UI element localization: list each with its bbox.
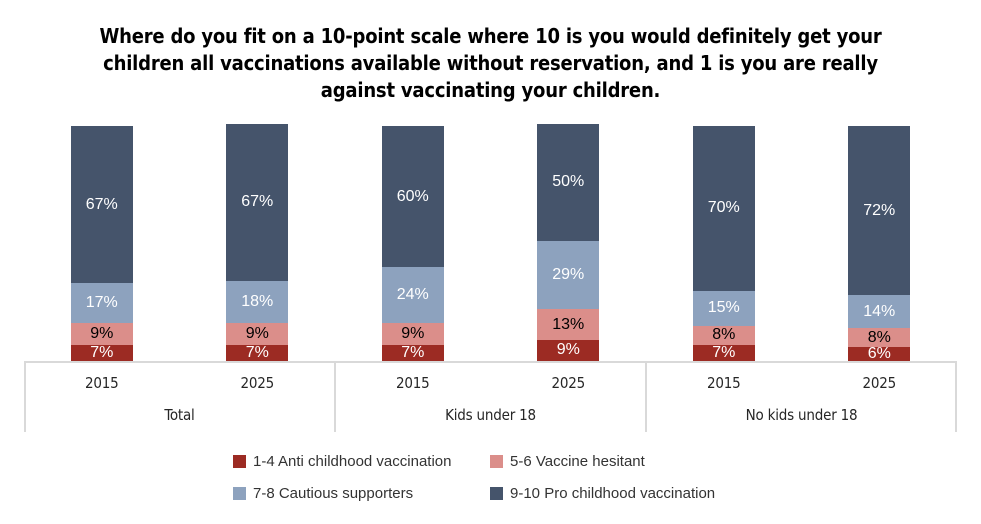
x-axis-year-label: 2015 xyxy=(84,374,119,392)
stacked-bar: 9% 13% 29% 50% xyxy=(537,123,600,361)
x-axis-group-label: Kids under 18 xyxy=(445,406,536,424)
bar-segment-label: 13% xyxy=(552,315,585,333)
bar-slot: 7% 8% 15% 70% xyxy=(646,100,802,361)
bar-segment-label: 29% xyxy=(552,266,585,284)
x-axis-year-label: 2025 xyxy=(240,374,275,392)
bar-segment: 60% xyxy=(381,126,444,268)
x-axis-year-label: 2025 xyxy=(551,374,586,392)
bar-segment-label: 9% xyxy=(556,341,580,359)
bar-segment-label: 7% xyxy=(245,343,269,361)
bar-segment: 13% xyxy=(537,309,600,340)
axis-table-divider xyxy=(955,361,957,432)
bar-segment: 7% xyxy=(381,343,444,361)
x-axis-year-label: 2015 xyxy=(706,374,741,392)
legend-label: 9-10 Pro childhood vaccination xyxy=(510,485,716,502)
bar-segment: 67% xyxy=(70,126,133,284)
bar-segment: 18% xyxy=(226,281,289,324)
legend-label: 5-6 Vaccine hesitant xyxy=(510,453,645,470)
bar-segment: 14% xyxy=(848,295,911,329)
bar-slot: 7% 9% 18% 67% xyxy=(180,100,336,361)
chart-title-line: Where do you fit on a 10-point scale whe… xyxy=(99,24,882,48)
x-axis-year-row: 2015 2025 2015 2025 2015 2025 xyxy=(24,363,957,400)
bar-segment: 50% xyxy=(537,123,600,242)
bar-segment: 17% xyxy=(70,283,133,324)
bar-segment: 15% xyxy=(692,290,755,326)
bar-segment: 8% xyxy=(692,325,755,345)
bar-segment-label: 18% xyxy=(241,293,274,311)
axis-table-divider xyxy=(24,361,26,432)
x-axis-group-label: No kids under 18 xyxy=(745,406,858,424)
chart-legend: 1-4 Anti childhood vaccination 5-6 Vaccin… xyxy=(233,453,715,502)
stacked-bar: 7% 9% 18% 67% xyxy=(226,123,289,361)
plot-area: 7% 9% 17% 67% 7% 9% 18% 67% 7% 9% 24% 60% 9% 13% 29% 50… xyxy=(24,100,957,361)
bar-segment: 29% xyxy=(537,241,600,310)
legend-item: 1-4 Anti childhood vaccination xyxy=(233,453,490,470)
axis-table-divider xyxy=(334,361,336,432)
bar-segment-label: 17% xyxy=(85,294,118,312)
legend-swatch-icon xyxy=(233,487,246,500)
bar-segment: 9% xyxy=(226,323,289,345)
x-axis-year-label: 2025 xyxy=(862,374,897,392)
bar-segment-label: 67% xyxy=(85,195,118,213)
bar-segment-label: 67% xyxy=(241,193,274,211)
bar-segment: 9% xyxy=(537,339,600,361)
bar-slot: 7% 9% 24% 60% xyxy=(335,100,491,361)
bar-segment-label: 8% xyxy=(867,328,891,346)
bar-segment-label: 7% xyxy=(401,343,425,361)
legend-item: 9-10 Pro childhood vaccination xyxy=(490,485,715,502)
bar-segment: 67% xyxy=(226,123,289,282)
bar-segment: 7% xyxy=(226,343,289,361)
legend-swatch-icon xyxy=(233,455,246,468)
bar-segment-label: 7% xyxy=(712,343,736,361)
bar-slot: 7% 9% 17% 67% xyxy=(24,100,180,361)
bar-segment: 9% xyxy=(381,323,444,345)
chart-title: Where do you fit on a 10-point scale whe… xyxy=(0,23,981,104)
bar-segment-label: 6% xyxy=(867,344,891,362)
x-axis-group-label: Total xyxy=(164,406,195,424)
legend-swatch-icon xyxy=(490,455,503,468)
bar-segment-label: 72% xyxy=(863,201,896,219)
legend-swatch-icon xyxy=(490,487,503,500)
bar-segment-label: 9% xyxy=(401,324,425,342)
chart-title-line: against vaccinating your children. xyxy=(320,78,661,102)
bar-segment: 6% xyxy=(848,344,911,362)
x-axis-year-label: 2015 xyxy=(395,374,430,392)
legend-label: 7-8 Cautious supporters xyxy=(253,485,414,502)
bar-segment: 9% xyxy=(70,323,133,345)
x-axis-line xyxy=(24,361,957,363)
bar-segment: 70% xyxy=(692,126,755,291)
bar-segment-label: 14% xyxy=(863,302,896,320)
legend-label: 1-4 Anti childhood vaccination xyxy=(253,453,452,470)
bar-segment: 24% xyxy=(381,267,444,324)
bar-segment-label: 60% xyxy=(396,187,429,205)
bar-slot: 6% 8% 14% 72% xyxy=(802,100,958,361)
bar-slot: 9% 13% 29% 50% xyxy=(491,100,647,361)
legend-item: 7-8 Cautious supporters xyxy=(233,485,490,502)
stacked-bar: 7% 9% 17% 67% xyxy=(70,126,133,361)
bar-segment: 7% xyxy=(692,343,755,361)
bar-segment: 8% xyxy=(848,328,911,347)
chart-title-line: children all vaccinations available with… xyxy=(103,51,878,75)
bar-segment: 72% xyxy=(848,126,911,296)
bar-segment-label: 7% xyxy=(90,343,114,361)
legend-item: 5-6 Vaccine hesitant xyxy=(490,453,715,470)
stacked-bar: 6% 8% 14% 72% xyxy=(848,126,911,362)
stacked-bar: 7% 9% 24% 60% xyxy=(381,126,444,361)
bar-segment-label: 70% xyxy=(707,199,740,217)
stacked-bar: 7% 8% 15% 70% xyxy=(692,126,755,361)
bar-segment-label: 9% xyxy=(90,324,114,342)
bar-segment-label: 9% xyxy=(245,324,269,342)
bar-segment-label: 15% xyxy=(707,299,740,317)
bar-segment-label: 50% xyxy=(552,173,585,191)
bar-segment: 7% xyxy=(70,343,133,361)
bar-segment-label: 8% xyxy=(712,326,736,344)
bar-segment-label: 24% xyxy=(396,286,429,304)
x-axis-group-row: Total Kids under 18 No kids under 18 xyxy=(24,400,957,432)
axis-table-divider xyxy=(645,361,647,432)
